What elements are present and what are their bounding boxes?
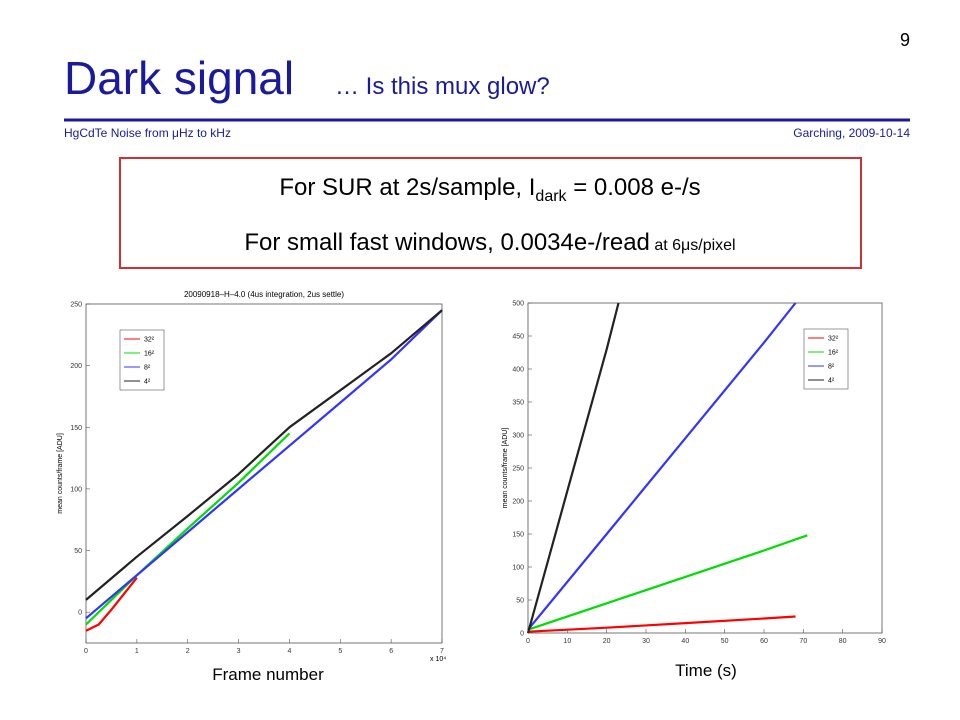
y-tick-label: 50	[74, 548, 82, 555]
x-multiplier: x 10⁴	[430, 656, 446, 663]
x-tick-label: 2	[186, 648, 190, 655]
footer-right: Garching, 2009-10-14	[793, 126, 910, 140]
x-axis-label: Time (s)	[675, 661, 737, 680]
text: For small fast windows, 0.0034e-/read	[244, 229, 650, 256]
x-tick-label: 6	[389, 648, 393, 655]
legend-label: 16²	[828, 350, 839, 357]
y-tick-label: 500	[512, 301, 524, 308]
y-tick-label: 100	[70, 486, 82, 493]
x-tick-label: 70	[799, 638, 807, 645]
y-tick-label: 0	[520, 631, 524, 638]
y-tick-label: 100	[512, 565, 524, 572]
chart-title: 20090918–H–4.0 (4us integration, 2us set…	[184, 290, 344, 299]
legend-label: 32²	[828, 336, 839, 343]
y-tick-label: 150	[512, 532, 524, 539]
box-line-1: For SUR at 2s/sample, Idark = 0.008 e-/s	[279, 174, 700, 205]
y-tick-label: 250	[70, 302, 82, 309]
x-tick-label: 3	[237, 648, 241, 655]
legend-box	[119, 329, 165, 391]
x-tick-label: 30	[642, 638, 650, 645]
x-tick-label: 60	[760, 638, 768, 645]
x-tick-label: 1	[135, 648, 139, 655]
text: For SUR at 2s/sample, I	[279, 174, 535, 201]
y-tick-label: 200	[512, 499, 524, 506]
data-line	[85, 309, 443, 601]
data-line	[85, 577, 138, 632]
footer-left: HgCdTe Noise from μHz to kHz	[64, 126, 231, 140]
legend-label: 4²	[828, 378, 835, 385]
data-line	[527, 302, 797, 631]
y-tick-label: 200	[70, 363, 82, 370]
x-tick-label: 10	[563, 638, 571, 645]
y-tick-label: 0	[78, 610, 82, 617]
small-text: at 6μs/pixel	[650, 237, 736, 254]
legend-box	[803, 328, 849, 390]
x-tick-label: 50	[721, 638, 729, 645]
text: = 0.008 e-/s	[567, 174, 701, 201]
y-tick-label: 300	[512, 433, 524, 440]
y-tick-label: 400	[512, 367, 524, 374]
legend-label: 8²	[144, 365, 151, 372]
x-tick-label: 80	[839, 638, 847, 645]
y-tick-label: 50	[516, 598, 524, 605]
x-tick-label: 90	[878, 638, 886, 645]
legend-label: 4²	[144, 379, 151, 386]
x-tick-label: 5	[338, 648, 342, 655]
x-tick-label: 4	[287, 648, 291, 655]
y-axis-label: mean counts/frame [ADU]	[502, 428, 509, 509]
data-line	[85, 309, 443, 620]
y-tick-label: 450	[512, 334, 524, 341]
x-tick-label: 7	[440, 648, 444, 655]
x-axis-label: Frame number	[212, 665, 324, 684]
legend-label: 16²	[144, 351, 155, 358]
x-tick-label: 0	[526, 638, 530, 645]
slide-subtitle: … Is this mux glow?	[335, 73, 550, 100]
subscript: dark	[535, 188, 567, 205]
legend-label: 8²	[828, 364, 835, 371]
page-number: 9	[900, 30, 910, 50]
x-tick-label: 40	[681, 638, 689, 645]
legend-label: 32²	[144, 337, 155, 344]
y-tick-label: 150	[70, 425, 82, 432]
data-line	[527, 534, 808, 631]
slide-title: Dark signal	[64, 52, 294, 104]
box-line-2: For small fast windows, 0.0034e-/read at…	[244, 229, 735, 256]
y-tick-label: 250	[512, 466, 524, 473]
data-line	[527, 615, 796, 633]
x-tick-label: 20	[603, 638, 611, 645]
data-line	[85, 432, 291, 626]
y-tick-label: 350	[512, 400, 524, 407]
highlight-box	[119, 157, 862, 269]
data-line	[526, 302, 620, 634]
y-axis-label: mean counts/frame [ADU]	[57, 433, 64, 514]
x-tick-label: 0	[84, 648, 88, 655]
